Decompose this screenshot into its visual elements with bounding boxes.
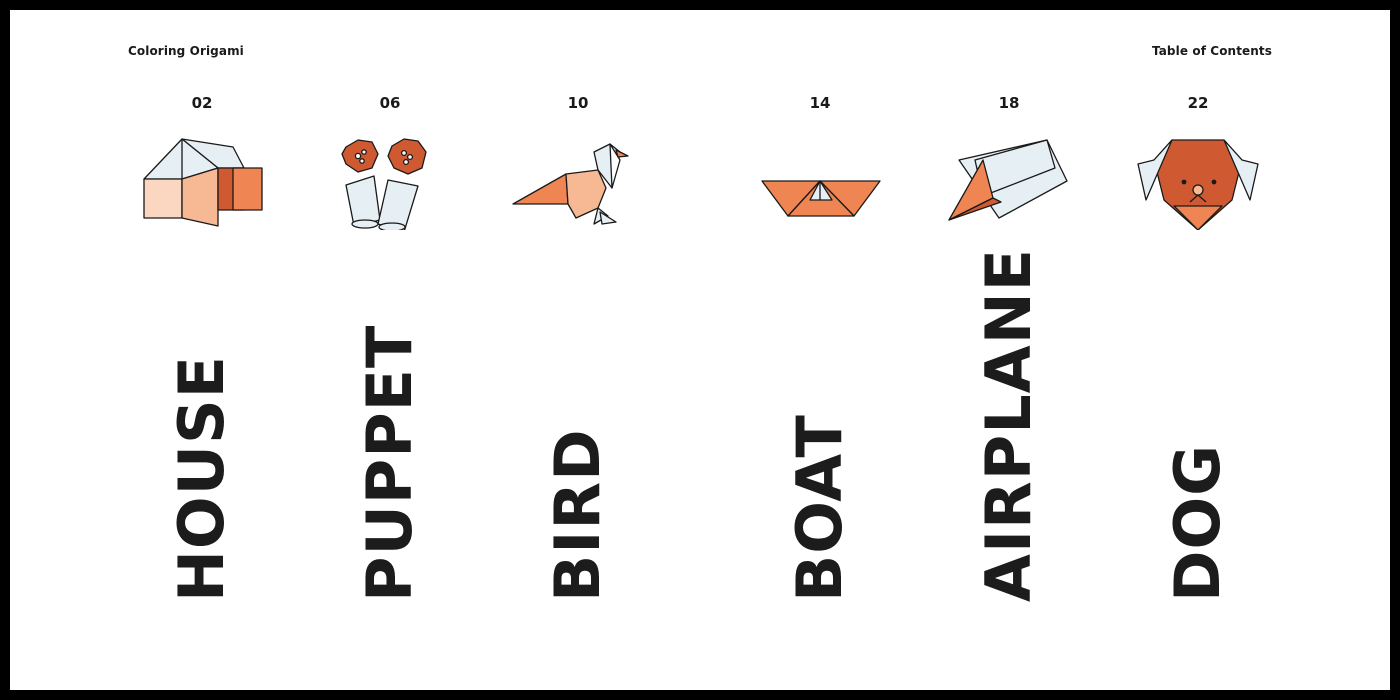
toc-entry-airplane[interactable]: 18 AIRPLANE bbox=[939, 10, 1079, 690]
entry-title: BIRD bbox=[541, 428, 614, 602]
entry-title: DOG bbox=[1161, 443, 1234, 602]
entry-title: PUPPET bbox=[353, 324, 426, 602]
toc-entry-house[interactable]: 02 HOUSE bbox=[132, 10, 272, 690]
bird-icon bbox=[508, 130, 648, 230]
page-number: 22 bbox=[1187, 94, 1209, 112]
puppet-icon bbox=[320, 130, 460, 230]
page-number: 06 bbox=[379, 94, 401, 112]
page-number: 18 bbox=[998, 94, 1020, 112]
entry-title: BOAT bbox=[783, 414, 856, 602]
toc-entry-boat[interactable]: 14 BOAT bbox=[750, 10, 890, 690]
section-title: Table of Contents bbox=[1152, 44, 1272, 58]
boat-icon bbox=[750, 130, 890, 230]
book-title: Coloring Origami bbox=[128, 44, 244, 58]
entry-title: HOUSE bbox=[165, 355, 238, 602]
toc-entry-bird[interactable]: 10 BIRD bbox=[508, 10, 648, 690]
entry-title: AIRPLANE bbox=[972, 248, 1045, 602]
toc-page: Coloring Origami Table of Contents 02 HO… bbox=[10, 10, 1390, 690]
toc-entry-puppet[interactable]: 06 PUPPET bbox=[320, 10, 460, 690]
house-icon bbox=[132, 130, 272, 230]
toc-entry-dog[interactable]: 22 DOG bbox=[1128, 10, 1268, 690]
page-number: 02 bbox=[191, 94, 213, 112]
page-number: 14 bbox=[809, 94, 831, 112]
page-number: 10 bbox=[567, 94, 589, 112]
airplane-icon bbox=[939, 130, 1079, 230]
dog-icon bbox=[1128, 130, 1268, 230]
